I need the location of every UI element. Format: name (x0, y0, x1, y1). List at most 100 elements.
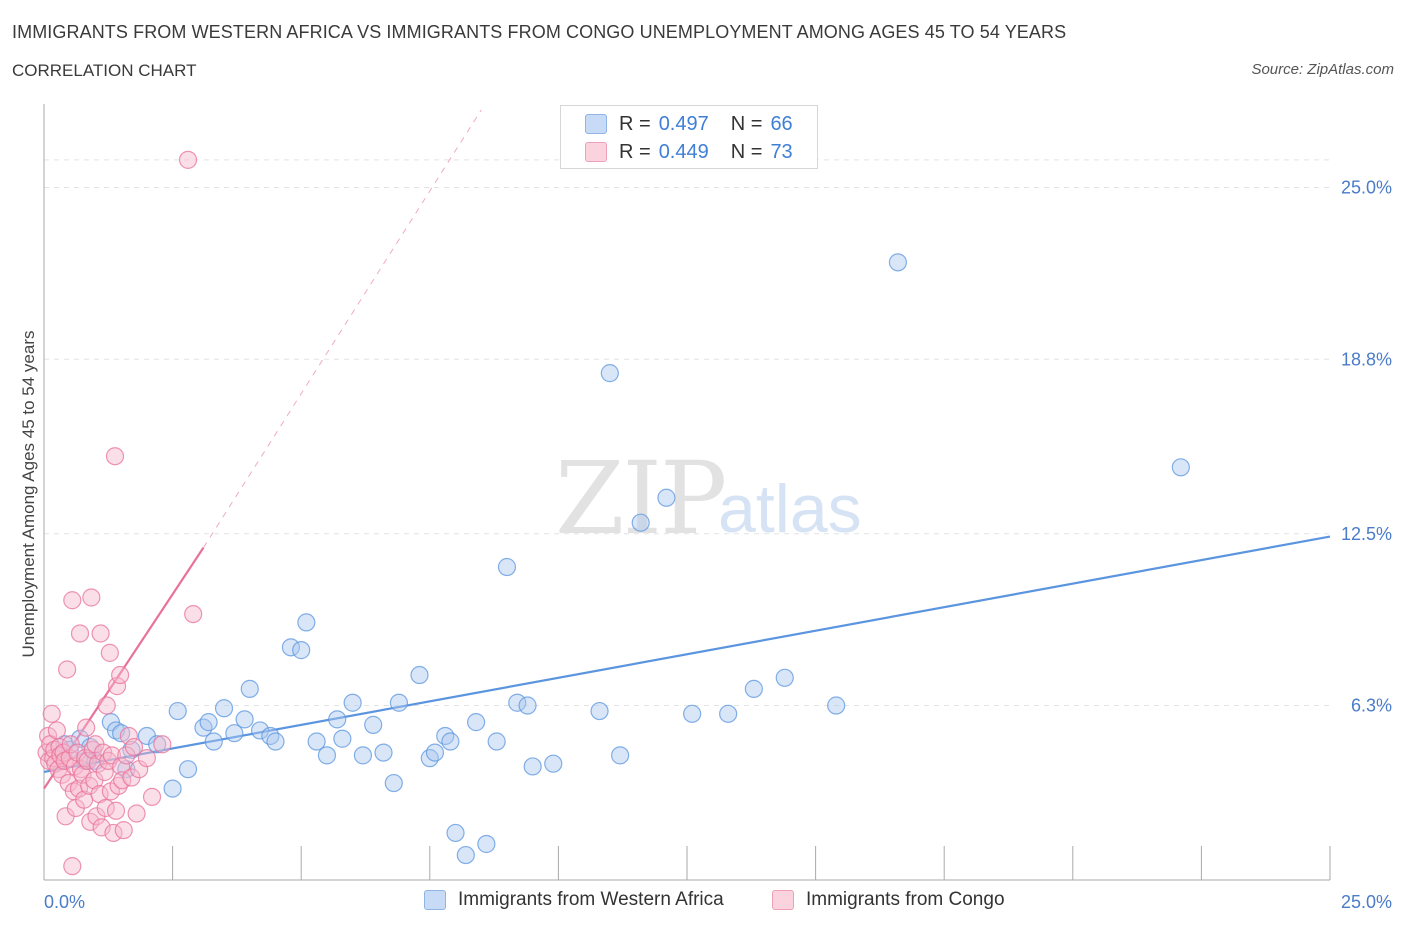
data-points (37, 150, 1190, 876)
point-congo (137, 749, 156, 768)
legend-swatch-western-africa (585, 114, 607, 134)
legend-n-label: N = (730, 112, 763, 135)
point-western-africa (436, 726, 455, 746)
series-swatch-western-africa (424, 890, 446, 910)
point-congo (42, 704, 61, 723)
point-congo (184, 605, 203, 624)
legend-r-value: 0.497 (658, 112, 709, 135)
trend-lines (43, 109, 1331, 790)
point-western-africa (225, 724, 244, 743)
point-western-africa (343, 693, 362, 712)
point-congo (63, 857, 82, 876)
point-congo (92, 818, 111, 837)
legend-n-label: N = (730, 140, 763, 163)
point-western-africa (199, 713, 218, 732)
point-western-africa (122, 740, 141, 759)
point-congo (96, 798, 115, 818)
point-western-africa (307, 732, 326, 751)
point-western-africa (523, 757, 542, 776)
point-western-africa (508, 693, 527, 712)
point-congo (82, 588, 101, 607)
point-western-africa (214, 699, 234, 718)
series-legend-western-africa[interactable]: Immigrants from Western Africa (424, 889, 724, 911)
point-congo (112, 757, 131, 776)
y-axis-label: Unemployment Among Ages 45 to 54 years (19, 331, 38, 658)
y-tick-label: 18.8% (1341, 349, 1392, 369)
point-western-africa (168, 701, 187, 721)
point-congo (63, 591, 82, 610)
point-congo (100, 643, 119, 662)
point-western-africa (466, 713, 486, 732)
point-western-africa (163, 779, 182, 798)
series-legend-congo[interactable]: Immigrants from Congo (772, 889, 1005, 911)
point-western-africa (281, 638, 301, 657)
point-western-africa (719, 704, 738, 723)
point-western-africa (328, 710, 347, 729)
legend-r-label: R = (619, 140, 651, 163)
point-western-africa (384, 773, 403, 793)
point-western-africa (544, 754, 563, 773)
chart-subtitle: CORRELATION CHART (12, 61, 197, 80)
stats-legend: R = 0.497 N = 66 R = 0.449 N = 73 (560, 105, 818, 169)
point-western-africa (410, 665, 429, 685)
point-western-africa (611, 746, 630, 765)
y-tick-label: 6.3% (1351, 696, 1392, 716)
point-western-africa (317, 746, 337, 765)
point-western-africa (590, 701, 609, 721)
point-western-africa (456, 845, 475, 865)
point-congo (70, 624, 90, 643)
point-western-africa (266, 732, 285, 751)
legend-swatch-congo (585, 142, 607, 162)
axes (43, 104, 1331, 881)
point-western-africa (497, 557, 517, 577)
point-congo (55, 751, 74, 770)
point-western-africa (600, 364, 619, 383)
legend-r-label: R = (619, 112, 651, 135)
point-western-africa (657, 488, 676, 507)
point-western-africa (240, 679, 259, 698)
watermark-atlas: atlas (718, 471, 862, 547)
legend-n-value: 73 (770, 140, 793, 163)
point-western-africa (683, 704, 702, 723)
point-western-africa (261, 726, 280, 746)
y-tick-label: 25.0% (1341, 178, 1392, 198)
point-congo (153, 735, 172, 754)
point-congo (104, 823, 123, 843)
legend-row-congo: R = 0.449 N = 73 (585, 139, 793, 165)
point-western-africa (297, 613, 316, 632)
y-tick-label: 12.5% (1341, 524, 1392, 544)
point-congo (47, 721, 66, 740)
point-congo (69, 779, 89, 798)
point-western-africa (1171, 458, 1190, 477)
point-congo (105, 447, 125, 466)
point-congo (127, 804, 146, 823)
point-western-africa (364, 715, 383, 734)
point-congo (111, 665, 130, 685)
legend-n-value: 66 (770, 112, 793, 135)
point-western-africa (425, 743, 445, 762)
point-western-africa (178, 760, 198, 779)
point-western-africa (353, 746, 373, 765)
point-congo (124, 737, 144, 757)
point-congo (119, 726, 138, 746)
point-western-africa (333, 729, 352, 748)
point-western-africa (148, 735, 167, 754)
tick-labels: 6.3% 12.5% 18.8% 25.0% 0.0% 25.0% (44, 178, 1392, 912)
trend-extension-congo (203, 109, 482, 548)
chart-title: IMMIGRANTS FROM WESTERN AFRICA VS IMMIGR… (12, 22, 1067, 42)
point-western-africa (827, 696, 846, 715)
point-congo (107, 677, 127, 696)
point-western-africa (631, 513, 650, 532)
point-western-africa (420, 749, 439, 768)
grid-lines (44, 159, 1330, 707)
point-western-africa (204, 732, 223, 751)
source-credit: Source: ZipAtlas.com (1251, 61, 1394, 78)
point-western-africa (389, 693, 409, 712)
point-congo (58, 660, 77, 679)
point-western-africa (446, 823, 465, 843)
legend-row-western-africa: R = 0.497 N = 66 (585, 111, 793, 137)
point-western-africa (518, 696, 537, 715)
point-congo (178, 150, 198, 169)
series-label-congo: Immigrants from Congo (806, 889, 1005, 910)
